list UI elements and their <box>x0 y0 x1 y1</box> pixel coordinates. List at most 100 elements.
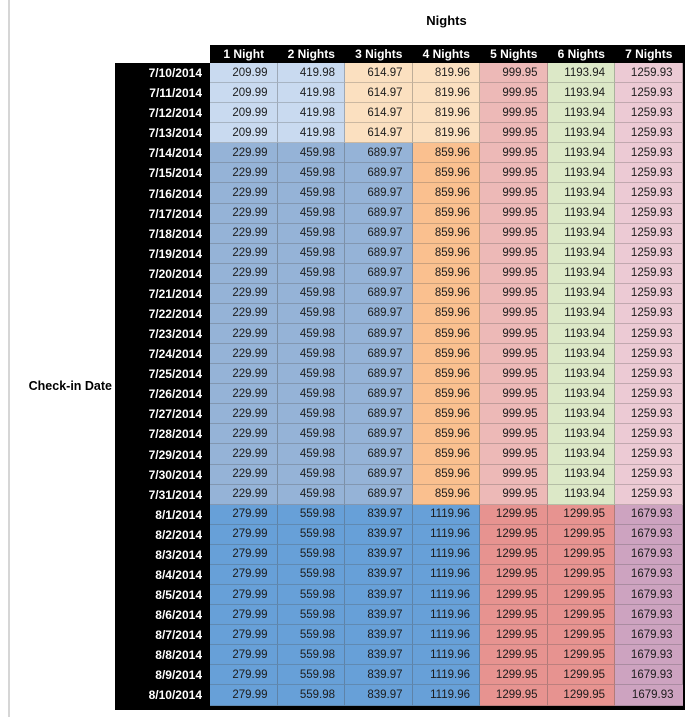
price-cell[interactable]: 1193.94 <box>547 283 615 304</box>
price-cell[interactable]: 999.95 <box>480 283 548 304</box>
price-cell[interactable]: 1679.93 <box>615 564 683 586</box>
price-cell[interactable]: 1259.93 <box>615 123 683 144</box>
price-cell[interactable]: 999.95 <box>480 123 548 144</box>
price-cell[interactable]: 419.98 <box>277 83 345 104</box>
price-cell[interactable]: 1259.93 <box>615 103 683 124</box>
price-cell[interactable]: 1259.93 <box>615 263 683 284</box>
price-cell[interactable]: 689.97 <box>345 243 413 264</box>
price-cell[interactable]: 1119.96 <box>412 524 480 545</box>
row-header-date[interactable]: 7/12/2014 <box>115 103 210 124</box>
price-cell[interactable]: 999.95 <box>480 163 548 184</box>
price-cell[interactable]: 1259.93 <box>615 163 683 184</box>
price-cell[interactable]: 859.96 <box>412 484 480 505</box>
price-cell[interactable]: 839.97 <box>345 645 413 666</box>
row-header-date[interactable]: 8/7/2014 <box>115 625 210 646</box>
price-cell[interactable]: 1679.93 <box>615 585 683 606</box>
price-cell[interactable]: 459.98 <box>277 424 345 445</box>
price-cell[interactable]: 1193.94 <box>547 263 615 284</box>
price-cell[interactable]: 1299.95 <box>547 665 615 686</box>
price-cell[interactable]: 1119.96 <box>412 625 480 646</box>
price-cell[interactable]: 999.95 <box>480 223 548 244</box>
price-cell[interactable]: 559.98 <box>277 564 345 586</box>
price-cell[interactable]: 1299.95 <box>480 504 548 525</box>
price-cell[interactable]: 1259.93 <box>615 83 683 104</box>
price-cell[interactable]: 689.97 <box>345 223 413 244</box>
price-cell[interactable]: 859.96 <box>412 143 480 164</box>
price-cell[interactable]: 819.96 <box>412 103 480 124</box>
price-cell[interactable]: 459.98 <box>277 464 345 485</box>
price-cell[interactable]: 1299.95 <box>547 625 615 646</box>
price-cell[interactable]: 1259.93 <box>615 243 683 264</box>
price-cell[interactable]: 859.96 <box>412 424 480 445</box>
price-cell[interactable]: 859.96 <box>412 464 480 485</box>
price-cell[interactable]: 839.97 <box>345 605 413 626</box>
row-header-date[interactable]: 8/4/2014 <box>115 564 210 586</box>
price-cell[interactable]: 1193.94 <box>547 223 615 244</box>
price-cell[interactable]: 1679.93 <box>615 524 683 545</box>
price-cell[interactable]: 1259.93 <box>615 484 683 505</box>
price-cell[interactable]: 859.96 <box>412 303 480 325</box>
price-cell[interactable]: 1119.96 <box>412 665 480 686</box>
price-cell[interactable]: 1299.95 <box>547 564 615 586</box>
price-cell[interactable]: 1193.94 <box>547 384 615 405</box>
price-cell[interactable]: 559.98 <box>277 645 345 666</box>
price-cell[interactable]: 229.99 <box>210 303 278 325</box>
price-cell[interactable]: 999.95 <box>480 404 548 425</box>
price-cell[interactable]: 1259.93 <box>615 404 683 425</box>
price-cell[interactable]: 999.95 <box>480 424 548 445</box>
price-cell[interactable]: 1259.93 <box>615 143 683 164</box>
column-header[interactable]: 5 Nights <box>480 45 548 63</box>
price-cell[interactable]: 1193.94 <box>547 143 615 164</box>
price-cell[interactable]: 859.96 <box>412 183 480 204</box>
price-cell[interactable]: 1259.93 <box>615 183 683 204</box>
price-cell[interactable]: 229.99 <box>210 163 278 184</box>
row-header-date[interactable]: 7/20/2014 <box>115 263 210 284</box>
price-cell[interactable]: 1119.96 <box>412 504 480 525</box>
price-cell[interactable]: 1299.95 <box>480 665 548 686</box>
price-cell[interactable]: 689.97 <box>345 444 413 465</box>
price-cell[interactable]: 229.99 <box>210 223 278 244</box>
price-cell[interactable]: 229.99 <box>210 464 278 485</box>
price-cell[interactable]: 1119.96 <box>412 564 480 586</box>
price-cell[interactable]: 559.98 <box>277 665 345 686</box>
price-cell[interactable]: 559.98 <box>277 544 345 565</box>
price-cell[interactable]: 999.95 <box>480 263 548 284</box>
price-cell[interactable]: 229.99 <box>210 344 278 365</box>
price-cell[interactable]: 1193.94 <box>547 364 615 385</box>
price-cell[interactable]: 459.98 <box>277 223 345 244</box>
price-cell[interactable]: 839.97 <box>345 665 413 686</box>
row-header-date[interactable]: 7/27/2014 <box>115 404 210 425</box>
price-cell[interactable]: 209.99 <box>210 103 278 124</box>
row-header-date[interactable]: 7/15/2014 <box>115 163 210 184</box>
price-cell[interactable]: 999.95 <box>480 103 548 124</box>
price-cell[interactable]: 229.99 <box>210 243 278 264</box>
price-cell[interactable]: 999.95 <box>480 364 548 385</box>
price-cell[interactable]: 1299.95 <box>480 625 548 646</box>
price-cell[interactable]: 1299.95 <box>547 605 615 626</box>
price-cell[interactable]: 459.98 <box>277 283 345 304</box>
price-cell[interactable]: 819.96 <box>412 83 480 104</box>
price-cell[interactable]: 459.98 <box>277 303 345 325</box>
price-cell[interactable]: 999.95 <box>480 63 548 84</box>
price-cell[interactable]: 279.99 <box>210 544 278 565</box>
price-cell[interactable]: 839.97 <box>345 544 413 565</box>
price-cell[interactable]: 689.97 <box>345 263 413 284</box>
price-cell[interactable]: 999.95 <box>480 464 548 485</box>
price-cell[interactable]: 1119.96 <box>412 605 480 626</box>
price-cell[interactable]: 229.99 <box>210 484 278 505</box>
price-cell[interactable]: 999.95 <box>480 143 548 164</box>
price-cell[interactable]: 819.96 <box>412 123 480 144</box>
row-header-date[interactable]: 7/11/2014 <box>115 83 210 104</box>
row-header-date[interactable]: 7/17/2014 <box>115 203 210 224</box>
price-cell[interactable]: 1193.94 <box>547 484 615 505</box>
price-cell[interactable]: 1679.93 <box>615 605 683 626</box>
price-cell[interactable]: 1193.94 <box>547 444 615 465</box>
price-cell[interactable]: 1299.95 <box>547 645 615 666</box>
column-header[interactable]: 1 Night <box>210 45 278 63</box>
price-cell[interactable]: 1259.93 <box>615 63 683 84</box>
price-cell[interactable]: 999.95 <box>480 384 548 405</box>
price-cell[interactable]: 1193.94 <box>547 303 615 325</box>
price-cell[interactable]: 1299.95 <box>480 544 548 565</box>
price-cell[interactable]: 459.98 <box>277 364 345 385</box>
price-cell[interactable]: 229.99 <box>210 263 278 284</box>
